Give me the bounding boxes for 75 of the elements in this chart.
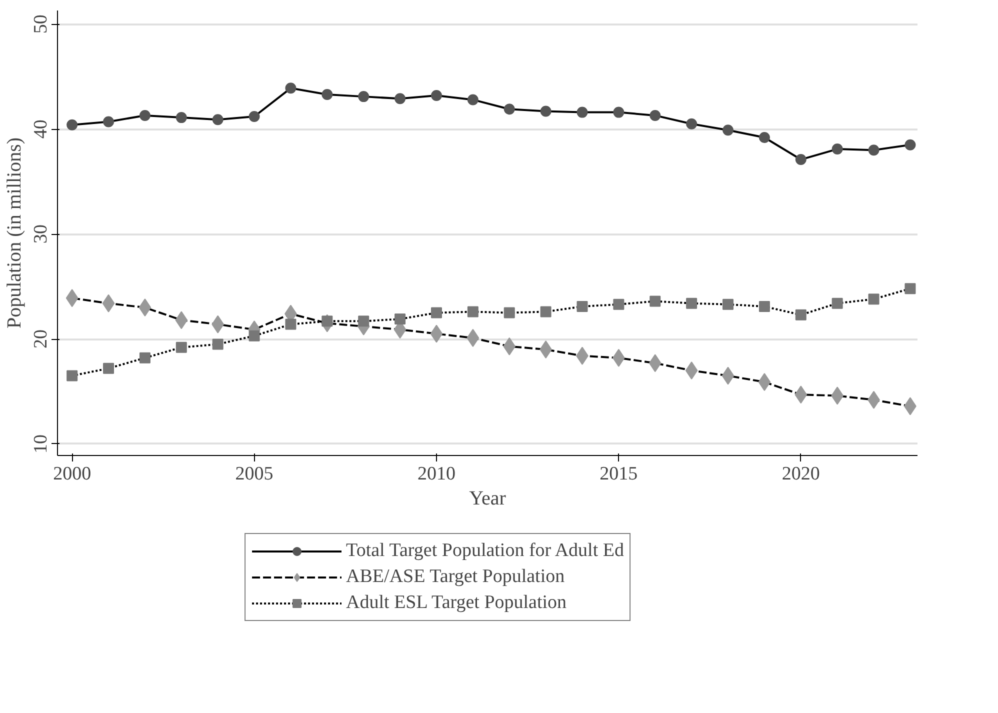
point <box>722 298 734 310</box>
point <box>175 311 188 330</box>
y-tick-label: 10 <box>30 434 52 454</box>
point <box>758 373 771 392</box>
point <box>176 112 187 124</box>
point <box>285 82 296 94</box>
point <box>394 93 406 104</box>
point <box>139 110 150 121</box>
point <box>504 104 515 115</box>
point <box>758 132 770 143</box>
point <box>467 94 478 106</box>
point <box>467 306 478 318</box>
y-tick-label: 50 <box>30 14 52 34</box>
point <box>248 111 260 122</box>
x-axis-title: Year <box>469 488 506 510</box>
point <box>613 298 624 310</box>
point <box>540 306 552 318</box>
legend-label: ABE/ASE Target Population <box>346 566 565 588</box>
point <box>430 307 442 318</box>
y-tick-label: 30 <box>30 224 52 244</box>
point <box>66 289 78 308</box>
point <box>138 298 152 317</box>
x-tick-label: 2020 <box>782 464 820 484</box>
point <box>758 300 770 312</box>
point <box>212 315 224 334</box>
point <box>176 342 187 353</box>
x-tick-label: 2005 <box>235 464 274 484</box>
point <box>795 309 806 320</box>
point <box>685 361 698 380</box>
y-tick-label: 20 <box>30 330 52 348</box>
legend-label: Total Target Population for Adult Ed <box>346 540 624 562</box>
point <box>795 154 806 166</box>
point <box>358 316 370 327</box>
point <box>868 294 880 305</box>
x-tick-label: 2000 <box>53 464 92 484</box>
point <box>139 352 150 364</box>
point <box>650 296 661 307</box>
point <box>904 283 916 294</box>
point <box>248 330 260 342</box>
point <box>832 144 843 155</box>
point <box>102 294 115 312</box>
point <box>576 106 588 118</box>
point <box>868 144 880 156</box>
point <box>466 328 480 347</box>
point <box>613 106 624 118</box>
point <box>648 354 662 372</box>
point <box>576 300 588 312</box>
point <box>66 370 78 382</box>
x-tick-label: 2015 <box>600 464 638 484</box>
point <box>430 324 443 343</box>
point <box>832 298 843 309</box>
point <box>794 386 808 404</box>
point <box>285 318 296 330</box>
point <box>722 366 734 385</box>
x-tick-label: 2010 <box>417 464 456 484</box>
legend-label: Adult ESL Target Population <box>346 592 567 614</box>
point <box>503 337 516 356</box>
point <box>686 118 698 130</box>
point <box>322 88 333 100</box>
point <box>103 362 114 374</box>
y-tick-label: 40 <box>30 120 52 139</box>
point <box>722 124 734 136</box>
point <box>504 307 515 318</box>
point <box>430 90 442 101</box>
point <box>358 91 370 102</box>
point <box>103 116 114 128</box>
y-axis-title: Population (in millions) <box>4 137 26 329</box>
point <box>540 106 552 117</box>
point <box>686 298 698 309</box>
point <box>904 139 916 150</box>
point <box>650 110 661 121</box>
point <box>394 314 406 325</box>
point <box>66 119 78 130</box>
point <box>212 114 224 126</box>
point <box>212 338 224 350</box>
